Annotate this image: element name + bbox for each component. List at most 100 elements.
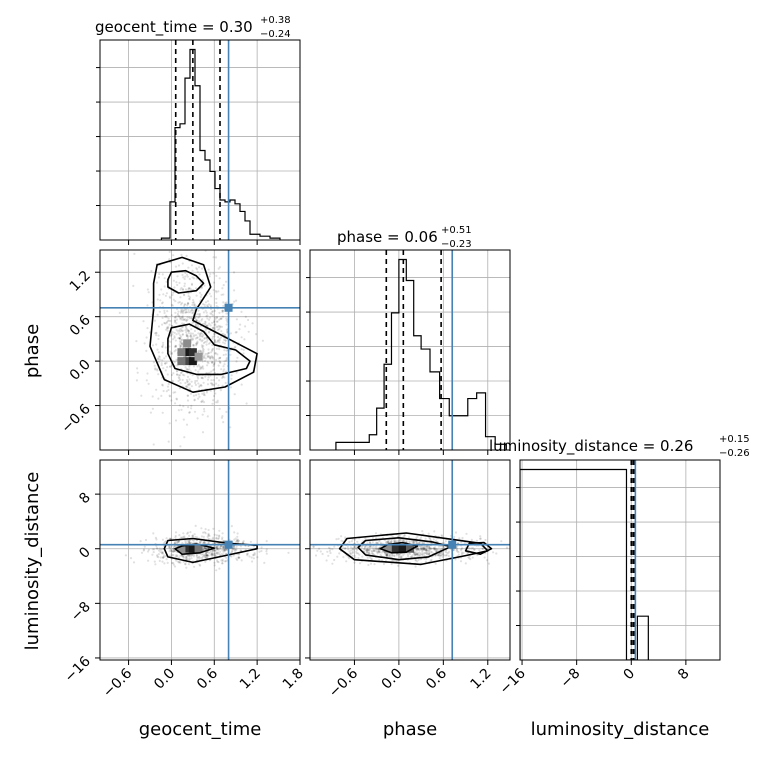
scatter-point <box>182 554 185 558</box>
scatter-point <box>154 332 157 335</box>
scatter-point <box>200 384 203 387</box>
scatter-point <box>224 548 227 551</box>
histogram-geocent_time <box>160 48 281 240</box>
scatter-point <box>185 368 188 371</box>
scatter-point <box>219 361 222 364</box>
scatter-point <box>328 549 331 553</box>
scatter-point <box>218 567 221 570</box>
scatter-point <box>184 562 187 565</box>
xtick-label-luminosity_distance-0: −16 <box>497 665 529 697</box>
scatter-point <box>221 376 224 379</box>
scatter-point <box>151 395 154 398</box>
scatter-point <box>211 550 214 553</box>
scatter-point <box>192 539 195 542</box>
scatter-point <box>219 547 222 551</box>
scatter-point <box>249 540 252 543</box>
scatter-point <box>190 554 193 558</box>
scatter-point <box>202 344 205 347</box>
scatter-point <box>421 530 424 533</box>
scatter-point <box>185 311 188 314</box>
scatter-point <box>157 334 160 337</box>
scatter-point <box>443 554 446 557</box>
scatter-point <box>157 397 160 400</box>
scatter-point <box>189 335 192 338</box>
scatter-point <box>180 253 183 256</box>
scatter-point <box>439 552 443 555</box>
scatter-point <box>237 539 240 543</box>
scatter-point <box>164 362 167 365</box>
scatter-point <box>186 539 189 542</box>
scatter-point <box>207 362 210 365</box>
panel-content <box>100 250 300 458</box>
truth-marker <box>224 540 233 549</box>
scatter-point <box>217 335 220 339</box>
scatter-point <box>156 547 159 550</box>
scatter-point <box>388 541 391 545</box>
scatter-point <box>329 551 332 555</box>
scatter-point <box>178 301 181 304</box>
scatter-point <box>224 359 228 362</box>
scatter-point <box>355 550 358 553</box>
scatter-point <box>212 288 215 292</box>
scatter-point <box>211 383 214 386</box>
scatter-point <box>419 558 422 561</box>
scatter-point <box>179 327 182 330</box>
scatter-point <box>244 325 247 328</box>
scatter-point <box>146 288 149 291</box>
scatter-point <box>200 527 203 530</box>
scatter-point <box>452 548 455 552</box>
scatter-point <box>385 554 388 557</box>
scatter-point <box>170 550 173 553</box>
scatter-point <box>397 564 400 567</box>
scatter-point <box>178 404 182 407</box>
scatter-point <box>188 316 191 319</box>
scatter-point <box>221 311 224 314</box>
scatter-point <box>412 541 415 544</box>
scatter-point <box>179 554 182 557</box>
scatter-point <box>407 536 411 539</box>
scatter-point <box>177 337 180 340</box>
scatter-point <box>385 541 388 544</box>
scatter-point <box>196 556 199 559</box>
scatter-point <box>205 554 208 557</box>
scatter-point <box>212 357 215 360</box>
scatter-point <box>179 318 182 321</box>
scatter-point <box>225 349 228 352</box>
scatter-point <box>174 402 177 405</box>
scatter-point <box>207 537 210 541</box>
scatter-point <box>415 553 418 556</box>
scatter-point <box>191 301 194 304</box>
scatter-point <box>225 456 227 458</box>
scatter-point <box>183 303 186 306</box>
scatter-point <box>170 351 173 354</box>
scatter-point <box>233 393 236 396</box>
scatter-point <box>196 379 199 382</box>
scatter-point <box>180 371 183 374</box>
scatter-point <box>147 559 150 562</box>
xlabel-luminosity-distance: luminosity_distance <box>531 719 710 740</box>
scatter-point <box>212 327 215 330</box>
scatter-point <box>197 382 200 385</box>
scatter-point <box>178 336 181 339</box>
scatter-point <box>213 389 216 392</box>
scatter-point <box>195 554 198 557</box>
scatter-point <box>177 556 180 559</box>
scatter-point <box>375 547 378 550</box>
scatter-point <box>213 552 216 555</box>
scatter-point <box>162 389 165 393</box>
scatter-point <box>174 555 177 558</box>
scatter-point <box>213 549 216 552</box>
scatter-point <box>370 552 373 555</box>
scatter-point <box>199 541 202 544</box>
scatter-point <box>184 303 187 306</box>
scatter-point <box>222 293 225 296</box>
scatter-point <box>246 554 249 557</box>
title-geocent-time-minus: −0.24 <box>260 29 291 40</box>
scatter-point <box>162 554 166 557</box>
scatter-point <box>204 320 207 323</box>
titles-layer: geocent_time = 0.30 +0.38 −0.24 phase = … <box>95 15 750 459</box>
scatter-point <box>188 365 191 368</box>
scatter-point <box>470 547 473 550</box>
scatter-point <box>422 552 425 555</box>
scatter-point <box>195 394 198 397</box>
